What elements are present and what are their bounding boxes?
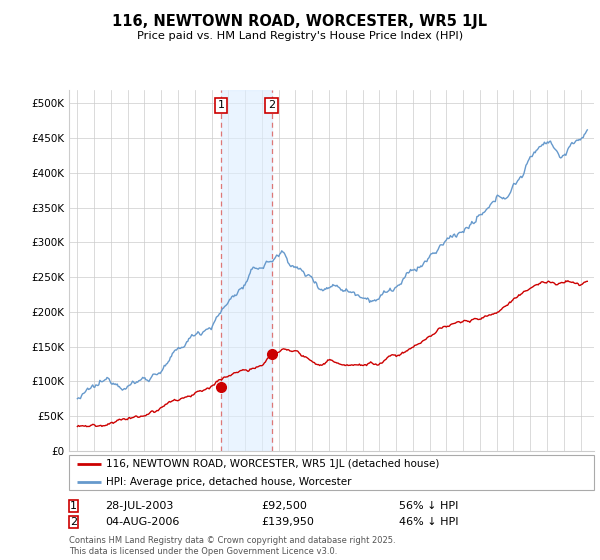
Text: 116, NEWTOWN ROAD, WORCESTER, WR5 1JL (detached house): 116, NEWTOWN ROAD, WORCESTER, WR5 1JL (d… (106, 459, 439, 469)
Bar (221, 90, 272, 451)
Text: Price paid vs. HM Land Registry's House Price Index (HPI): Price paid vs. HM Land Registry's House … (137, 31, 463, 41)
Text: 28-JUL-2003: 28-JUL-2003 (105, 501, 173, 511)
Text: 1: 1 (70, 501, 77, 511)
Text: HPI: Average price, detached house, Worcester: HPI: Average price, detached house, Worc… (106, 477, 351, 487)
Text: 116, NEWTOWN ROAD, WORCESTER, WR5 1JL: 116, NEWTOWN ROAD, WORCESTER, WR5 1JL (112, 14, 488, 29)
Text: 2: 2 (268, 100, 275, 110)
Text: 1: 1 (218, 100, 224, 110)
FancyBboxPatch shape (69, 455, 594, 490)
Text: 2: 2 (70, 517, 77, 527)
Text: £139,950: £139,950 (261, 517, 314, 527)
Text: 46% ↓ HPI: 46% ↓ HPI (399, 517, 458, 527)
Text: Contains HM Land Registry data © Crown copyright and database right 2025.
This d: Contains HM Land Registry data © Crown c… (69, 536, 395, 556)
Text: 04-AUG-2006: 04-AUG-2006 (105, 517, 179, 527)
Text: 56% ↓ HPI: 56% ↓ HPI (399, 501, 458, 511)
Text: £92,500: £92,500 (261, 501, 307, 511)
